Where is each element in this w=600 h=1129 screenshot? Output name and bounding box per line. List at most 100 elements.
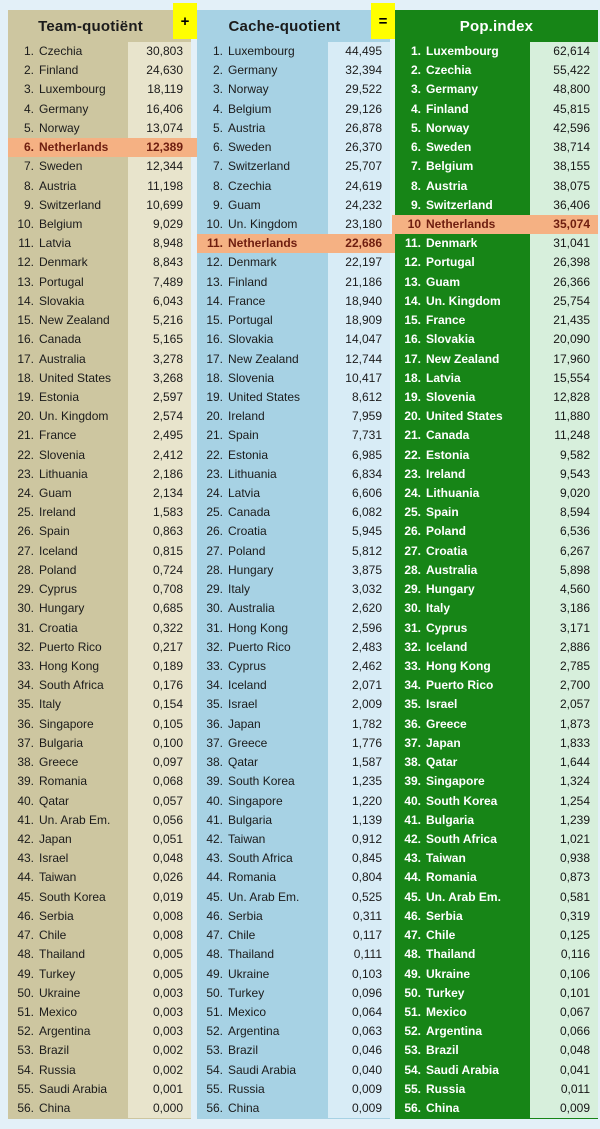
table-row: 21. Spain 7,731 bbox=[197, 426, 390, 446]
country-label: China bbox=[426, 1101, 460, 1116]
country-label: Greece bbox=[426, 716, 467, 731]
table-row: 20. Un. Kingdom 2,574 bbox=[8, 407, 191, 427]
table-row: 51. Mexico 0,003 bbox=[8, 1002, 191, 1023]
rank-label: 5. bbox=[410, 120, 421, 135]
country-label: Qatar bbox=[228, 755, 259, 770]
value-cell: 9,543 bbox=[530, 464, 598, 485]
country-label: Hungary bbox=[39, 601, 85, 616]
value-cell: 7,489 bbox=[128, 272, 191, 292]
value-cell: 1,833 bbox=[530, 733, 598, 754]
value-cell: 6,834 bbox=[328, 464, 390, 485]
value-cell: 0,097 bbox=[128, 753, 191, 773]
country-label: Poland bbox=[39, 562, 77, 577]
value-cell: 0,912 bbox=[328, 829, 390, 850]
table-row: 13. Guam 26,366 bbox=[395, 272, 598, 292]
rank-label: 12. bbox=[17, 255, 34, 270]
rank-label: 39. bbox=[404, 774, 421, 789]
table-row: 27. Croatia 6,267 bbox=[395, 541, 598, 561]
rank-label: 50. bbox=[17, 985, 34, 1000]
value-cell: 0,096 bbox=[328, 983, 390, 1003]
table-row: 9. Switzerland 10,699 bbox=[8, 195, 191, 215]
country-label: Lithuania bbox=[426, 486, 480, 501]
value-cell: 9,582 bbox=[530, 445, 598, 465]
column-rows: 1. Czechia 30,803 2. Finland 24,630 3. L… bbox=[8, 42, 191, 1119]
table-row: 54. Saudi Arabia 0,040 bbox=[197, 1060, 390, 1080]
table-row: 45. Un. Arab Em. 0,581 bbox=[395, 887, 598, 907]
country-label: Singapore bbox=[39, 716, 94, 731]
rank-label: 32. bbox=[206, 639, 223, 654]
value-cell: 16,406 bbox=[128, 99, 191, 119]
rank-label: 49. bbox=[17, 966, 34, 981]
column-rows: 1. Luxembourg 62,614 2. Czechia 55,422 3… bbox=[395, 42, 598, 1119]
table-row: 48. Thailand 0,111 bbox=[197, 945, 390, 965]
table-row: 12. Portugal 26,398 bbox=[395, 253, 598, 273]
value-cell: 22,686 bbox=[328, 234, 390, 254]
table-row: 31. Croatia 0,322 bbox=[8, 618, 191, 638]
country-label: Serbia bbox=[228, 908, 263, 923]
rank-label: 11. bbox=[206, 236, 223, 251]
value-cell: 0,322 bbox=[128, 618, 191, 638]
rank-label: 17. bbox=[206, 351, 223, 366]
table-row: 36. Singapore 0,105 bbox=[8, 714, 191, 734]
table-row: 50. Ukraine 0,003 bbox=[8, 983, 191, 1003]
rank-label: 35. bbox=[404, 697, 421, 712]
country-label: Israel bbox=[426, 697, 458, 712]
country-label: Taiwan bbox=[426, 851, 466, 866]
value-cell: 6,985 bbox=[328, 445, 390, 465]
table-row: 21. Canada 11,248 bbox=[395, 426, 598, 446]
table-row: 56. China 0,009 bbox=[395, 1099, 598, 1119]
table-pop-index: Pop.index 1. Luxembourg 62,614 2. Czechi… bbox=[395, 10, 598, 1119]
rank-label: 53. bbox=[17, 1043, 34, 1058]
country-label: Mexico bbox=[228, 1004, 267, 1019]
country-label: Netherlands bbox=[39, 140, 109, 155]
rank-label: 37. bbox=[17, 735, 34, 750]
rank-label: 15. bbox=[206, 313, 223, 328]
country-label: Puerto Rico bbox=[426, 678, 494, 693]
rank-label: 15. bbox=[17, 313, 34, 328]
rank-label: 39. bbox=[17, 774, 34, 789]
table-row: 37. Greece 1,776 bbox=[197, 733, 390, 754]
rank-label: 30. bbox=[206, 601, 223, 616]
country-label: Latvia bbox=[228, 486, 261, 501]
country-label: Slovenia bbox=[426, 389, 476, 404]
rank-label: 19. bbox=[206, 389, 223, 404]
rank-label: 49. bbox=[206, 966, 223, 981]
table-row: 8. Austria 11,198 bbox=[8, 176, 191, 196]
country-label: Czechia bbox=[426, 63, 472, 78]
table-row: 3. Germany 48,800 bbox=[395, 80, 598, 100]
rank-label: 56. bbox=[404, 1101, 421, 1116]
value-cell: 0,845 bbox=[328, 849, 390, 869]
table-row: 47. Chile 0,008 bbox=[8, 926, 191, 946]
value-cell: 31,041 bbox=[530, 234, 598, 254]
table-row: 2. Czechia 55,422 bbox=[395, 61, 598, 81]
table-row: 54. Saudi Arabia 0,041 bbox=[395, 1060, 598, 1080]
table-row: 5. Austria 26,878 bbox=[197, 118, 390, 139]
rank-label: 56. bbox=[206, 1101, 223, 1116]
rank-label: 54. bbox=[404, 1062, 421, 1077]
country-label: Croatia bbox=[228, 524, 267, 539]
value-cell: 0,005 bbox=[128, 964, 191, 984]
value-cell: 2,620 bbox=[328, 599, 390, 619]
rank-label: 41. bbox=[17, 812, 34, 827]
rank-label: 20. bbox=[404, 409, 421, 424]
rank-label: 13. bbox=[404, 274, 421, 289]
rank-label: 7. bbox=[212, 159, 223, 174]
rank-label: 44. bbox=[404, 870, 421, 885]
table-row: 28. Australia 5,898 bbox=[395, 560, 598, 581]
country-label: Cyprus bbox=[426, 620, 468, 635]
rank-label: 43. bbox=[404, 851, 421, 866]
value-cell: 0,000 bbox=[128, 1099, 191, 1119]
country-label: Iceland bbox=[426, 639, 468, 654]
value-cell: 11,880 bbox=[530, 407, 598, 427]
value-cell: 3,268 bbox=[128, 368, 191, 388]
country-label: Un. Kingdom bbox=[228, 216, 298, 231]
rank-label: 22. bbox=[206, 447, 223, 462]
value-cell: 1,139 bbox=[328, 810, 390, 830]
rank-label: 31. bbox=[17, 620, 34, 635]
country-label: Czechia bbox=[39, 44, 83, 58]
country-label: United States bbox=[39, 370, 112, 385]
country-label: Luxembourg bbox=[426, 44, 499, 58]
rank-label: 24. bbox=[17, 486, 34, 501]
rank-label: 37. bbox=[206, 735, 223, 750]
country-label: Luxembourg bbox=[39, 82, 106, 97]
